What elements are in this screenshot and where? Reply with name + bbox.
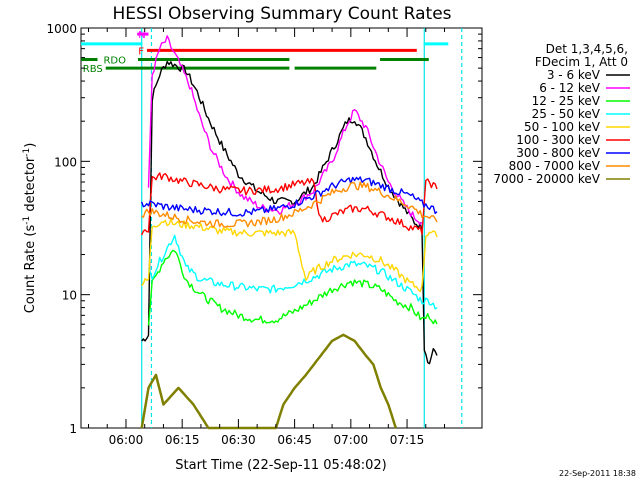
y-tick-label: 10 <box>62 289 77 303</box>
series-line-25-50-kev <box>147 234 438 310</box>
series-line-800-7000-kev <box>141 181 438 228</box>
legend-label-3-6-kev: 3 - 6 keV <box>547 68 601 82</box>
legend-label-50-100-kev: 50 - 100 keV <box>524 120 601 134</box>
series-lines <box>140 35 438 430</box>
legend-label-100-300-kev: 100 - 300 keV <box>516 133 600 147</box>
plot-timestamp: 22-Sep-2011 18:38 <box>559 469 636 478</box>
x-axis-label: Start Time (22-Sep-11 05:48:02) <box>175 458 386 473</box>
flag-label-rdo: RDO <box>103 56 126 67</box>
series-line-6-12-kev <box>147 35 423 226</box>
series-line-50-100-kev <box>141 218 438 293</box>
series-line-12-25-kev <box>147 249 438 326</box>
x-axis-ticks: 06:00 06:15 06:30 06:45 07:00 07:15 <box>87 28 446 447</box>
y-tick-label: 1000 <box>46 22 77 36</box>
y-tick-label: 100 <box>54 155 77 169</box>
series-line-300-800-kev <box>141 176 438 217</box>
legend-label-7000-20000-kev: 7000 - 20000 keV <box>493 172 600 186</box>
legend-header-line-1: Det 1,3,4,5,6, <box>546 42 628 56</box>
x-tick-label: 06:15 <box>165 433 200 447</box>
chart-title: HESSI Observing Summary Count Rates <box>112 4 451 24</box>
y-axis-ticks: 1 10 100 1000 <box>46 22 482 436</box>
plot-frame <box>80 27 483 429</box>
legend-header-line-2: FDecim 1, Att 0 <box>535 55 628 69</box>
legend: Det 1,3,4,5,6, FDecim 1, Att 0 3 - 6 keV… <box>493 42 630 186</box>
legend-label-6-12-kev: 6 - 12 keV <box>539 81 601 95</box>
series-line-7000-20000-kev <box>140 333 397 430</box>
legend-label-300-800-kev: 300 - 800 keV <box>516 146 600 160</box>
legend-label-12-25-kev: 12 - 25 keV <box>532 94 601 108</box>
flag-label-rbs: RBS <box>83 64 103 75</box>
y-tick-label: 1 <box>69 422 77 436</box>
x-tick-label: 06:00 <box>109 433 144 447</box>
x-tick-label: 07:15 <box>390 433 425 447</box>
flag-label-f: F <box>138 46 144 57</box>
legend-label-800-7000-kev: 800 - 7000 keV <box>509 159 601 173</box>
flag-label-n: N <box>138 30 145 41</box>
x-tick-label: 06:30 <box>221 433 256 447</box>
series-line-100-300-kev <box>141 172 438 236</box>
y-axis-label: Count Rate (s-1 detector-1) <box>22 143 38 314</box>
series-line-3-6-kev <box>141 60 438 365</box>
legend-label-25-50-kev: 25 - 50 keV <box>532 107 601 121</box>
x-tick-label: 06:45 <box>277 433 312 447</box>
x-tick-label: 07:00 <box>334 433 369 447</box>
